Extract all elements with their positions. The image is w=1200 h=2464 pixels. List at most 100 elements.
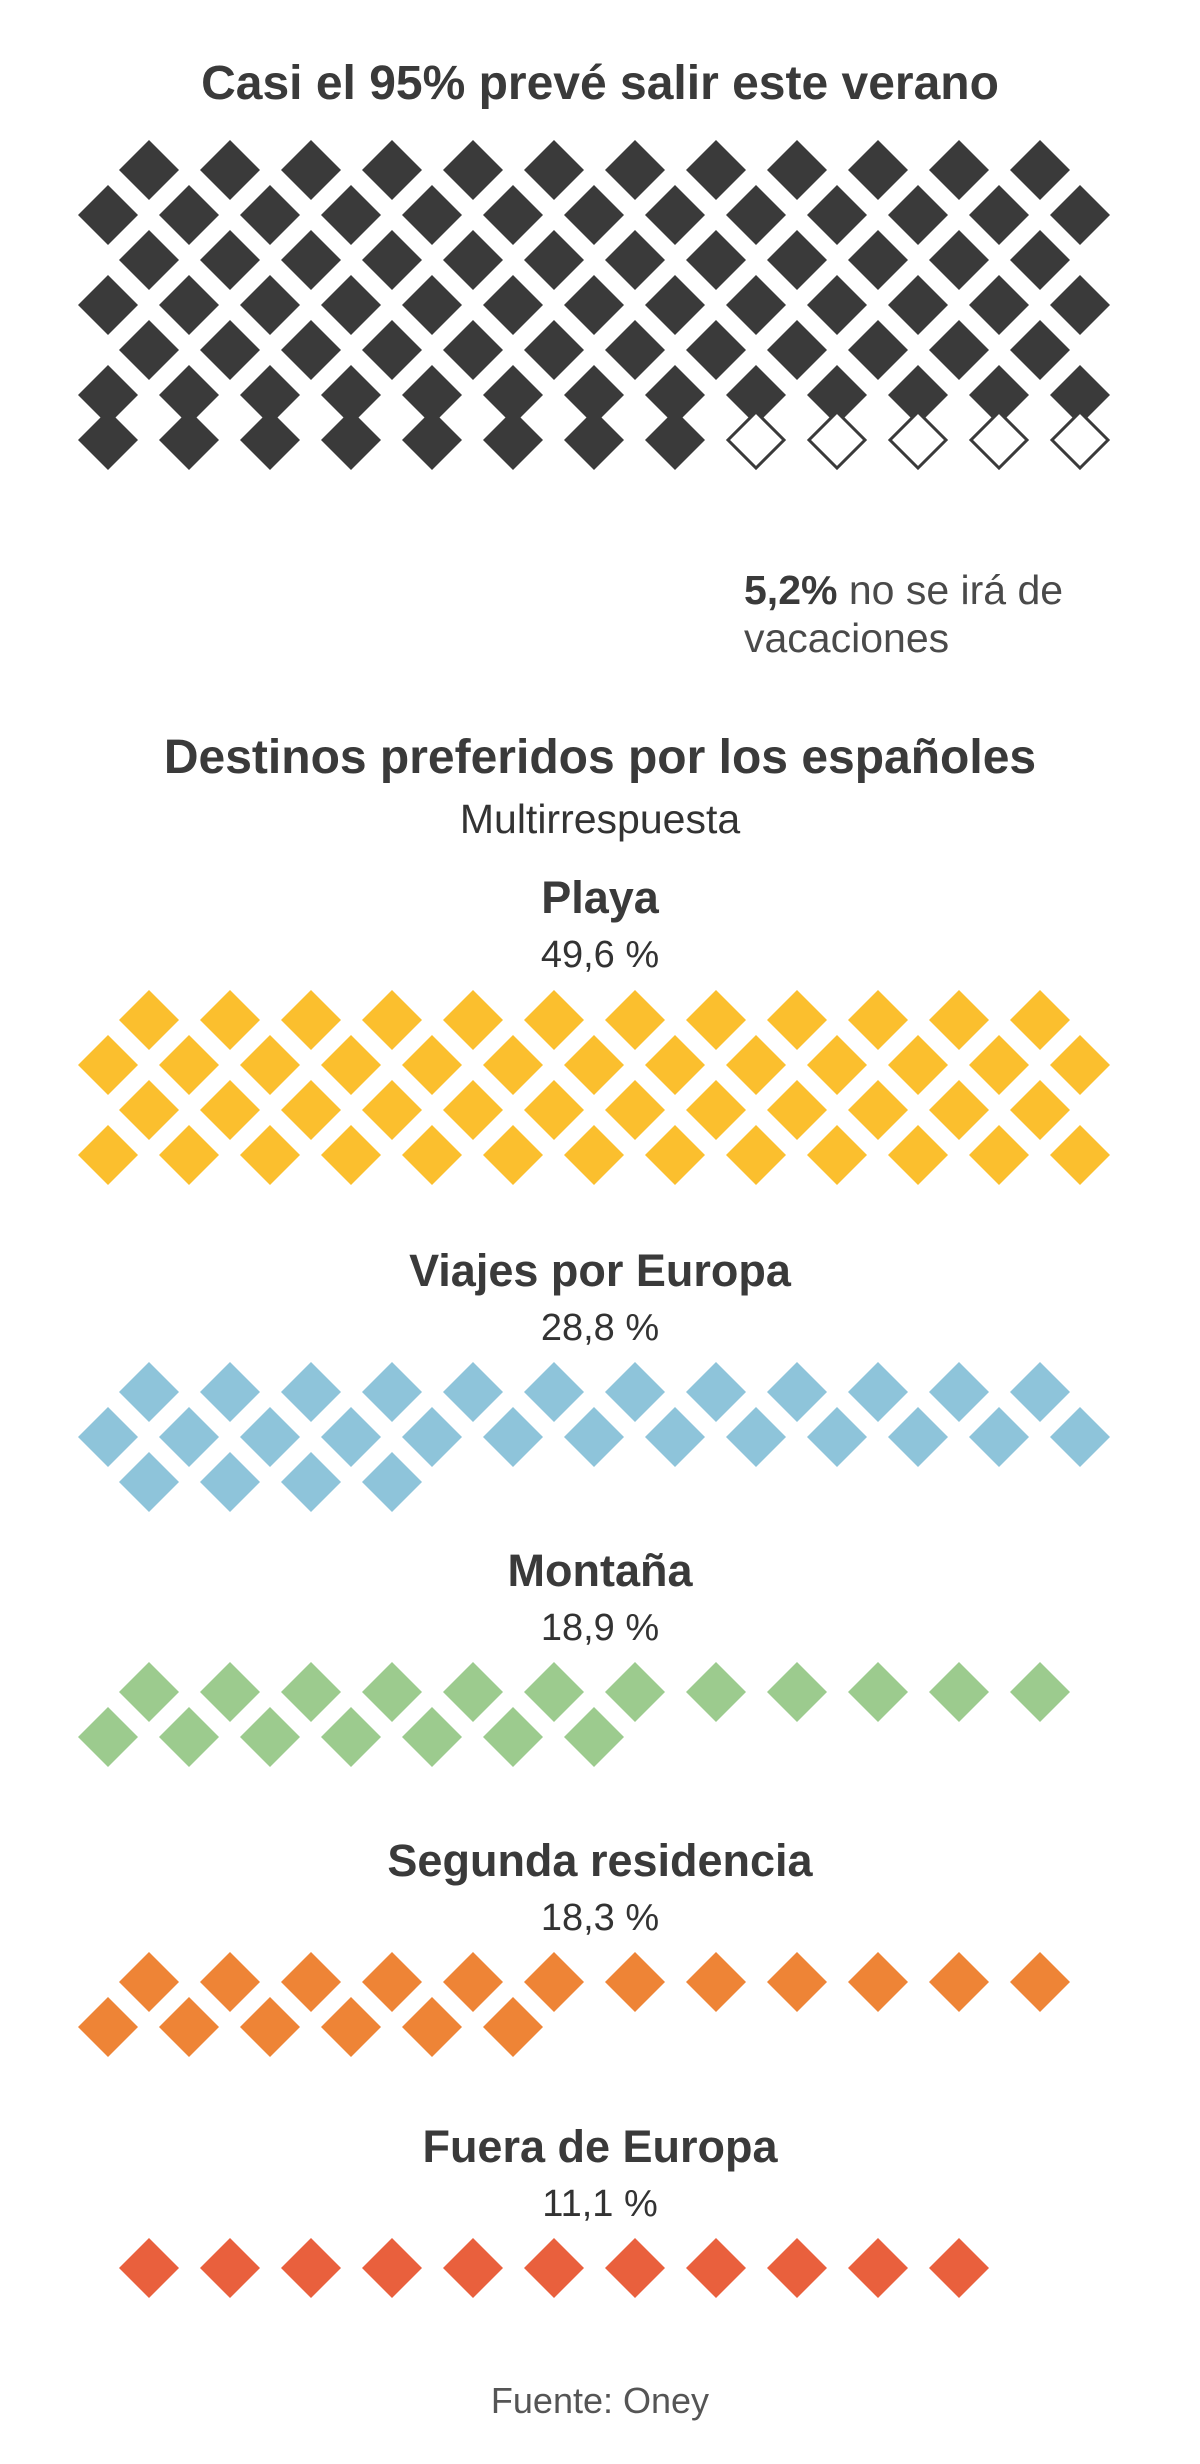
icon-playa xyxy=(524,1080,584,1140)
icon-playa xyxy=(605,1080,665,1140)
icon-vacation xyxy=(159,185,219,245)
icon-vacation xyxy=(78,185,138,245)
icon-playa xyxy=(443,1080,503,1140)
icon-vacation xyxy=(645,185,705,245)
icon-playa xyxy=(78,1125,138,1185)
icon-segunda-residencia xyxy=(402,1997,462,2057)
icon-vacation xyxy=(78,275,138,335)
category-value: 11,1 % xyxy=(542,2183,658,2225)
icon-vacation xyxy=(281,230,341,290)
icon-vacation xyxy=(686,140,746,200)
icon-vacation xyxy=(767,140,827,200)
pictogram-viajes-por-europa xyxy=(78,1362,1110,1512)
chart-title-vacaciones: Casi el 95% prevé salir este verano xyxy=(201,57,999,110)
icon-vacation xyxy=(848,230,908,290)
icon-playa xyxy=(240,1125,300,1185)
icon-fuera-de-europa xyxy=(281,2238,341,2298)
icon-viajes-por-europa xyxy=(200,1362,260,1422)
category-value: 28,8 % xyxy=(540,1307,660,1349)
category-value: 49,6 % xyxy=(540,934,660,976)
icon-vacation xyxy=(402,275,462,335)
icon-playa xyxy=(888,1035,948,1095)
icon-playa xyxy=(240,1035,300,1095)
icon-vacation xyxy=(564,185,624,245)
icon-vacation xyxy=(524,320,584,380)
icon-vacation xyxy=(807,275,867,335)
icon-viajes-por-europa xyxy=(159,1407,219,1467)
no-vacation-annotation: 5,2% no se irá de vacaciones xyxy=(744,566,1200,662)
icon-fuera-de-europa xyxy=(362,2238,422,2298)
icon-viajes-por-europa xyxy=(888,1407,948,1467)
icon-vacation xyxy=(929,230,989,290)
icon-fuera-de-europa xyxy=(848,2238,908,2298)
icon-viajes-por-europa xyxy=(119,1362,179,1422)
icon-segunda-residencia xyxy=(119,1952,179,2012)
icon-vacation xyxy=(321,275,381,335)
icon-viajes-por-europa xyxy=(200,1452,260,1512)
icon-montaña xyxy=(443,1662,503,1722)
icon-playa xyxy=(362,990,422,1050)
icon-playa xyxy=(200,990,260,1050)
icon-playa xyxy=(686,1080,746,1140)
icon-playa xyxy=(888,1125,948,1185)
icon-viajes-por-europa xyxy=(321,1407,381,1467)
icon-playa xyxy=(281,1080,341,1140)
icon-segunda-residencia xyxy=(362,1952,422,2012)
icon-playa xyxy=(929,1080,989,1140)
icon-no-vacation xyxy=(968,409,1030,471)
icon-vacation xyxy=(1010,230,1070,290)
category-label: Montaña xyxy=(507,1545,693,1596)
icon-vacation xyxy=(605,320,665,380)
icon-vacation xyxy=(888,365,948,425)
icon-playa xyxy=(848,1080,908,1140)
icon-vacation xyxy=(321,185,381,245)
icon-segunda-residencia xyxy=(321,1997,381,2057)
icon-playa xyxy=(564,1035,624,1095)
icon-montaña xyxy=(78,1707,138,1767)
icon-vacation xyxy=(78,365,138,425)
icon-montaña xyxy=(929,1662,989,1722)
icon-montaña xyxy=(281,1662,341,1722)
icon-segunda-residencia xyxy=(443,1952,503,2012)
icon-segunda-residencia xyxy=(524,1952,584,2012)
icon-vacation xyxy=(726,185,786,245)
icon-vacation xyxy=(483,185,543,245)
icon-vacation xyxy=(645,410,705,470)
icon-viajes-por-europa xyxy=(564,1407,624,1467)
icon-playa xyxy=(200,1080,260,1140)
icon-playa xyxy=(807,1035,867,1095)
icon-fuera-de-europa xyxy=(524,2238,584,2298)
icon-montaña xyxy=(524,1662,584,1722)
icon-fuera-de-europa xyxy=(443,2238,503,2298)
icon-playa xyxy=(402,1035,462,1095)
icon-vacation xyxy=(362,320,422,380)
icon-vacation xyxy=(686,320,746,380)
category-value: 18,3 % xyxy=(540,1897,660,1939)
icon-viajes-por-europa xyxy=(605,1362,665,1422)
icon-viajes-por-europa xyxy=(1050,1407,1110,1467)
icon-playa xyxy=(564,1125,624,1185)
icon-vacation xyxy=(483,275,543,335)
icon-fuera-de-europa xyxy=(119,2238,179,2298)
icon-viajes-por-europa xyxy=(483,1407,543,1467)
icon-viajes-por-europa xyxy=(119,1452,179,1512)
icon-vacation xyxy=(848,140,908,200)
icon-no-vacation xyxy=(806,409,868,471)
icon-vacation xyxy=(767,320,827,380)
icon-segunda-residencia xyxy=(281,1952,341,2012)
icon-vacation xyxy=(888,275,948,335)
chart-subtitle: Multirrespuesta xyxy=(459,796,741,842)
icon-vacation xyxy=(483,365,543,425)
icon-vacation xyxy=(807,185,867,245)
icon-montaña xyxy=(605,1662,665,1722)
icon-playa xyxy=(119,1080,179,1140)
icon-playa xyxy=(524,990,584,1050)
icon-playa xyxy=(443,990,503,1050)
icon-no-vacation xyxy=(725,409,787,471)
pictogram-fuera-de-europa xyxy=(119,2238,989,2298)
icon-segunda-residencia xyxy=(200,1952,260,2012)
icon-vacation xyxy=(564,365,624,425)
icon-fuera-de-europa xyxy=(929,2238,989,2298)
icon-fuera-de-europa xyxy=(200,2238,260,2298)
icon-viajes-por-europa xyxy=(767,1362,827,1422)
